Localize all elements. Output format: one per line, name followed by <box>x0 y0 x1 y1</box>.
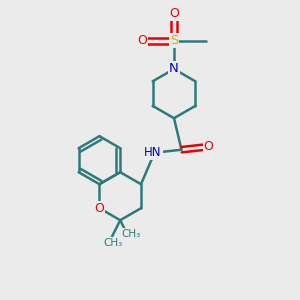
Text: HN: HN <box>144 146 162 159</box>
Text: N: N <box>169 62 179 76</box>
Text: O: O <box>169 7 179 20</box>
Text: S: S <box>170 34 178 47</box>
Text: CH₃: CH₃ <box>103 238 122 248</box>
Text: CH₃: CH₃ <box>121 229 140 239</box>
Text: O: O <box>94 202 104 215</box>
Text: O: O <box>204 140 213 153</box>
Text: O: O <box>138 34 147 47</box>
